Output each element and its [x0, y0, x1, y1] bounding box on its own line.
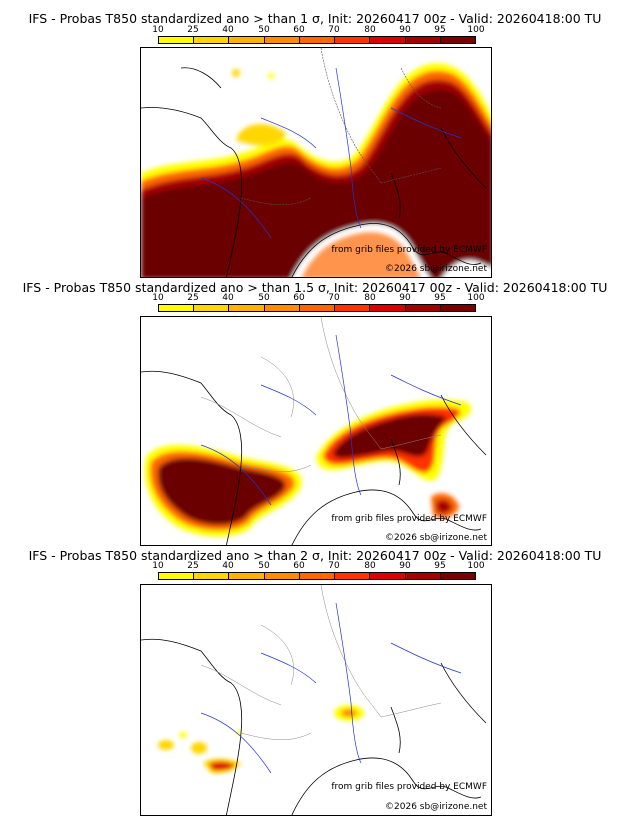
- map-area: from grib files provided by ECMWF ©2026 …: [140, 47, 492, 278]
- tick-label: 95: [434, 561, 446, 571]
- colorbar-swatch: [440, 37, 475, 43]
- tick-label: 95: [434, 293, 446, 303]
- tick-label: 50: [258, 561, 270, 571]
- probability-field: [158, 705, 364, 774]
- tick-label: 25: [187, 293, 199, 303]
- colorbar: [158, 36, 476, 44]
- copyright-credit: ©2026 sb@irizone.net: [385, 264, 487, 274]
- rivers: [200, 602, 462, 774]
- tick-label: 70: [328, 293, 340, 303]
- tick-label: 10: [152, 293, 164, 303]
- map-panel-1-5-sigma: IFS - Probas T850 standardized ano > tha…: [0, 278, 630, 546]
- tick-label: 90: [399, 561, 411, 571]
- tick-label: 50: [258, 293, 270, 303]
- copyright-credit: ©2026 sb@irizone.net: [385, 533, 487, 543]
- colorbar-swatch: [229, 305, 265, 311]
- colorbar-swatch: [405, 573, 441, 579]
- colorbar-swatch: [370, 305, 406, 311]
- tick-label: 80: [364, 293, 376, 303]
- coastlines: [141, 638, 487, 815]
- tick-label: 50: [258, 25, 270, 35]
- colorbar-swatch: [159, 37, 195, 43]
- borders: [200, 317, 442, 472]
- rivers: [200, 334, 462, 506]
- tick-label: 90: [399, 25, 411, 35]
- colorbar-swatch: [229, 37, 265, 43]
- tick-label: 80: [364, 25, 376, 35]
- tick-label: 40: [222, 293, 234, 303]
- colorbar-swatch: [335, 573, 371, 579]
- tick-label: 95: [434, 25, 446, 35]
- colorbar-ticks: 10 25 40 50 60 70 80 90 95 100: [150, 293, 490, 304]
- source-credit: from grib files provided by ECMWF: [331, 245, 487, 255]
- colorbar-swatch: [229, 573, 265, 579]
- panel-title: IFS - Probas T850 standardized ano > tha…: [28, 548, 602, 563]
- colorbar-swatch: [405, 37, 441, 43]
- colorbar-swatch: [159, 573, 195, 579]
- tick-label: 60: [293, 293, 305, 303]
- tick-label: 70: [328, 561, 340, 571]
- copyright-credit: ©2026 sb@irizone.net: [385, 802, 487, 812]
- map-area: from grib files provided by ECMWF ©2026 …: [140, 316, 492, 546]
- tick-label: 40: [222, 25, 234, 35]
- colorbar-swatch: [440, 573, 475, 579]
- tick-label: 40: [222, 561, 234, 571]
- probability-field: [141, 63, 491, 277]
- colorbar-swatch: [405, 305, 441, 311]
- coastlines: [141, 67, 487, 277]
- colorbar-swatch: [335, 305, 371, 311]
- colorbar-swatch: [264, 305, 300, 311]
- source-credit: from grib files provided by ECMWF: [331, 514, 487, 524]
- tick-label: 60: [293, 25, 305, 35]
- colorbar-swatch: [194, 305, 230, 311]
- borders: [240, 48, 442, 206]
- panel-title: IFS - Probas T850 standardized ano > tha…: [28, 11, 602, 26]
- colorbar-swatch: [194, 37, 230, 43]
- tick-label: 100: [467, 293, 485, 303]
- map-drawing: [141, 48, 491, 277]
- tick-label: 10: [152, 25, 164, 35]
- tick-label: 60: [293, 561, 305, 571]
- probability-field-fringe: [232, 69, 421, 277]
- map-drawing: [141, 585, 487, 815]
- tick-label: 70: [328, 25, 340, 35]
- colorbar-swatch: [299, 305, 336, 311]
- tick-label: 100: [467, 25, 485, 35]
- colorbar-ticks: 10 25 40 50 60 70 80 90 95 100: [150, 25, 490, 36]
- colorbar-swatch: [440, 305, 475, 311]
- colorbar-swatch: [264, 573, 300, 579]
- colorbar-ticks: 10 25 40 50 60 70 80 90 95 100: [150, 561, 490, 572]
- tick-label: 25: [187, 561, 199, 571]
- coastlines: [141, 370, 487, 545]
- tick-label: 10: [152, 561, 164, 571]
- map-panel-1-sigma: IFS - Probas T850 standardized ano > tha…: [0, 0, 630, 278]
- map-drawing: [141, 317, 487, 545]
- colorbar-swatch: [299, 573, 336, 579]
- rivers: [200, 67, 462, 239]
- tick-label: 80: [364, 561, 376, 571]
- colorbar-swatch: [264, 37, 300, 43]
- colorbar-swatch: [159, 305, 195, 311]
- colorbar-swatch: [370, 573, 406, 579]
- colorbar-swatch: [370, 37, 406, 43]
- map-area: from grib files provided by ECMWF ©2026 …: [140, 584, 492, 816]
- tick-label: 90: [399, 293, 411, 303]
- borders: [200, 585, 442, 740]
- tick-label: 100: [467, 561, 485, 571]
- colorbar-swatch: [299, 37, 336, 43]
- colorbar: [158, 572, 476, 580]
- tick-label: 25: [187, 25, 199, 35]
- panel-title: IFS - Probas T850 standardized ano > tha…: [22, 280, 608, 295]
- colorbar-swatch: [194, 573, 230, 579]
- colorbar-swatch: [335, 37, 371, 43]
- colorbar: [158, 304, 476, 312]
- map-panel-2-sigma: IFS - Probas T850 standardized ano > tha…: [0, 546, 630, 828]
- source-credit: from grib files provided by ECMWF: [331, 782, 487, 792]
- probability-field: [144, 399, 472, 537]
